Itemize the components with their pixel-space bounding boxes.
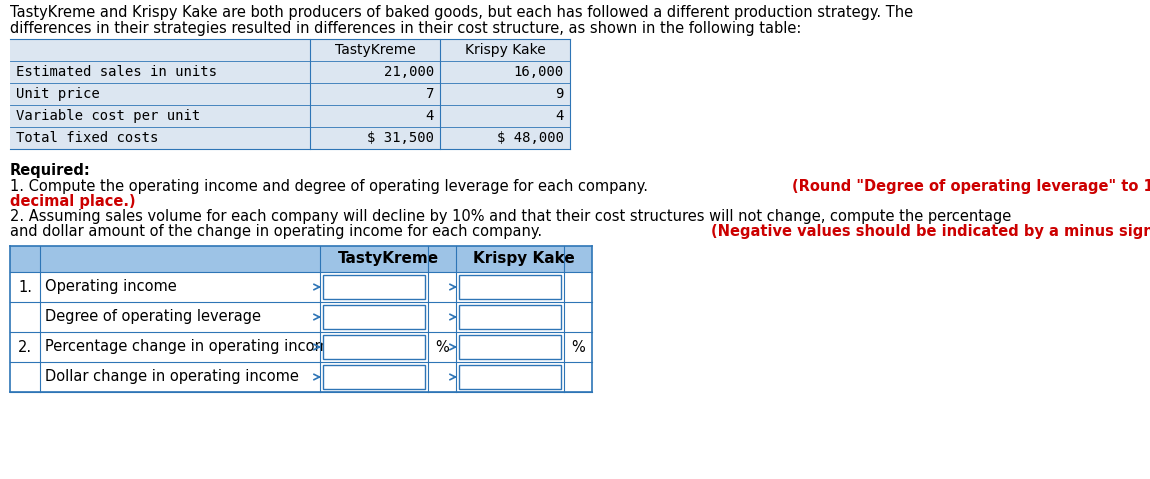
Text: $ 31,500: $ 31,500 [367, 131, 434, 145]
Bar [323, 365, 426, 389]
Bar [10, 39, 570, 61]
Bar [459, 335, 561, 359]
Text: Percentage change in operating income: Percentage change in operating income [45, 340, 338, 354]
Bar [10, 362, 592, 392]
Text: Unit price: Unit price [16, 87, 100, 101]
Text: Estimated sales in units: Estimated sales in units [16, 65, 217, 79]
Text: 1. Compute the operating income and degree of operating leverage for each compan: 1. Compute the operating income and degr… [10, 179, 653, 194]
Bar [459, 365, 561, 389]
Text: 16,000: 16,000 [514, 65, 563, 79]
Text: (Negative values should be indicated by a minus sign.): (Negative values should be indicated by … [711, 224, 1150, 239]
Bar [10, 61, 570, 83]
Text: and dollar amount of the change in operating income for each company.: and dollar amount of the change in opera… [10, 224, 546, 239]
Bar [323, 305, 426, 329]
Bar [323, 275, 426, 299]
Bar [10, 105, 570, 127]
Text: 7: 7 [426, 87, 434, 101]
Bar [10, 302, 592, 332]
Bar [323, 335, 426, 359]
Text: 2. Assuming sales volume for each company will decline by 10% and that their cos: 2. Assuming sales volume for each compan… [10, 209, 1011, 224]
Text: 1. Compute the operating income and degree of operating leverage for each compan: 1. Compute the operating income and degr… [10, 179, 972, 194]
Text: Total fixed costs: Total fixed costs [16, 131, 159, 145]
Bar [459, 275, 561, 299]
Bar [10, 246, 592, 272]
Text: 9: 9 [555, 87, 563, 101]
Bar [10, 127, 570, 149]
Bar [10, 332, 592, 362]
Text: TastyKreme: TastyKreme [337, 251, 438, 266]
Bar [10, 272, 592, 302]
Text: %: % [435, 340, 448, 354]
Text: Krispy Kake: Krispy Kake [473, 251, 575, 266]
Text: 2.: 2. [18, 340, 32, 354]
Text: Variable cost per unit: Variable cost per unit [16, 109, 200, 123]
Text: 4: 4 [555, 109, 563, 123]
Bar [459, 305, 561, 329]
Text: decimal place.): decimal place.) [10, 194, 136, 209]
Text: 4: 4 [426, 109, 434, 123]
Text: TastyKreme: TastyKreme [335, 43, 415, 57]
Text: differences in their strategies resulted in differences in their cost structure,: differences in their strategies resulted… [10, 21, 802, 36]
Text: %: % [572, 340, 585, 354]
Text: 1.: 1. [18, 280, 32, 295]
Text: Dollar change in operating income: Dollar change in operating income [45, 369, 299, 385]
Text: 21,000: 21,000 [384, 65, 434, 79]
Text: Degree of operating leverage: Degree of operating leverage [45, 309, 261, 324]
Text: (Round "Degree of operating leverage" to 1: (Round "Degree of operating leverage" to… [792, 179, 1150, 194]
Text: Required:: Required: [10, 163, 91, 178]
Text: Krispy Kake: Krispy Kake [465, 43, 545, 57]
Bar [10, 83, 570, 105]
Text: Operating income: Operating income [45, 280, 177, 295]
Text: $ 48,000: $ 48,000 [497, 131, 564, 145]
Text: TastyKreme and Krispy Kake are both producers of baked goods, but each has follo: TastyKreme and Krispy Kake are both prod… [10, 5, 913, 20]
